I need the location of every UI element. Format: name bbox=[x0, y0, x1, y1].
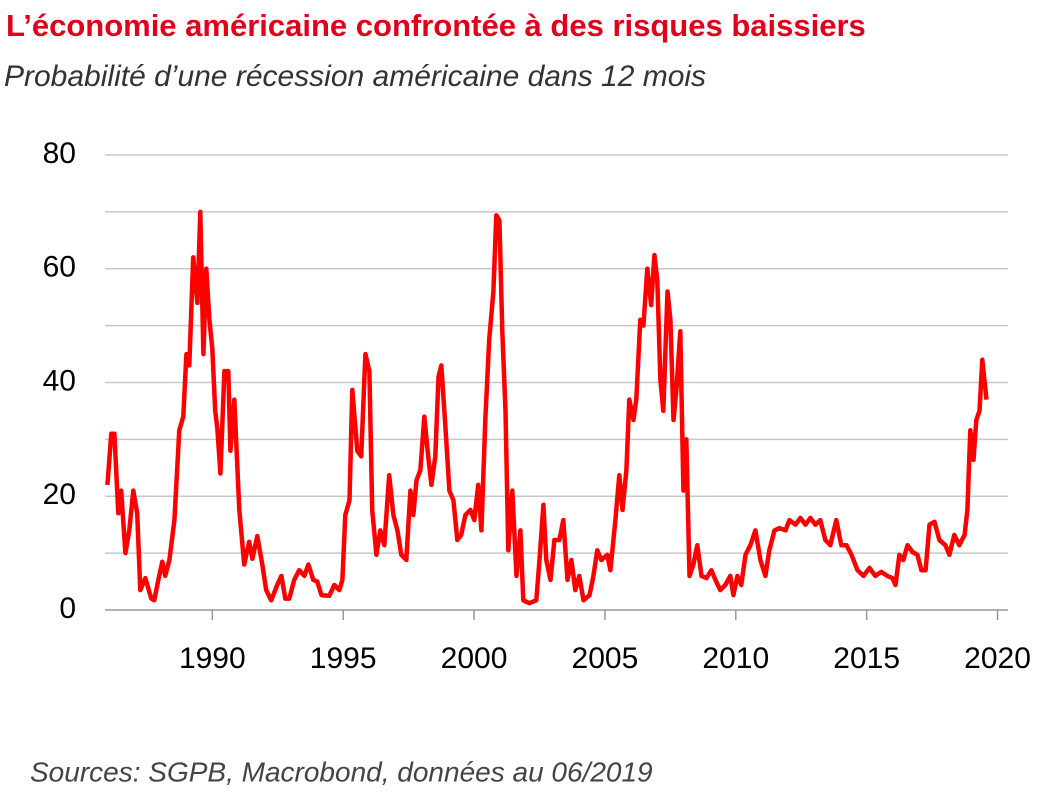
x-tick-label: 1990 bbox=[179, 642, 246, 675]
x-tick-label: 1995 bbox=[310, 642, 377, 675]
y-tick-label: 20 bbox=[43, 478, 76, 511]
x-tick-label: 2020 bbox=[964, 642, 1031, 675]
x-tick-label: 2015 bbox=[833, 642, 900, 675]
x-tick-label: 2010 bbox=[702, 642, 769, 675]
data-line bbox=[105, 209, 989, 606]
chart-title: L’économie américaine confrontée à des r… bbox=[6, 8, 866, 43]
chart-subtitle: Probabilité d’une récession américaine d… bbox=[4, 60, 706, 93]
y-tick-label: 40 bbox=[43, 364, 76, 397]
y-tick-label: 60 bbox=[43, 251, 76, 284]
x-tick-label: 2005 bbox=[572, 642, 639, 675]
y-tick-label: 80 bbox=[43, 137, 76, 170]
y-tick-label: 0 bbox=[59, 592, 76, 625]
x-tick-label: 2000 bbox=[441, 642, 508, 675]
source-note: Sources: SGPB, Macrobond, données au 06/… bbox=[30, 756, 653, 787]
